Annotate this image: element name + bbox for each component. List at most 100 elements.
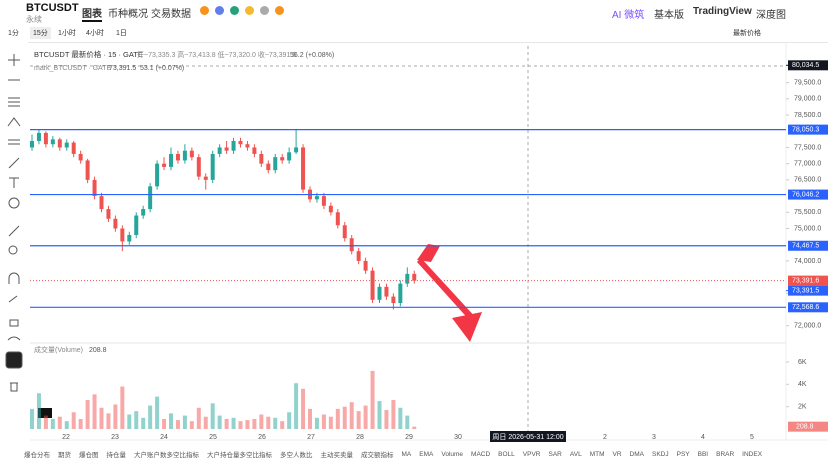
volume-bar (238, 421, 243, 429)
candle-body (342, 225, 347, 239)
tab[interactable]: 交易数据 (151, 9, 191, 20)
tab[interactable]: 币种概况 (108, 9, 148, 20)
indicator[interactable]: SAR (548, 450, 562, 458)
mode[interactable]: 基本版 (654, 10, 684, 21)
tool-icon[interactable] (9, 319, 19, 327)
candle-body (120, 228, 125, 242)
arrow (417, 244, 482, 342)
volume-bar (57, 416, 62, 429)
indicator[interactable]: EMA (419, 450, 434, 458)
candle-body (113, 218, 118, 229)
indicator[interactable]: BBI (697, 450, 709, 458)
volume-bar (280, 421, 285, 429)
indicator[interactable]: BOLL (498, 450, 515, 458)
volume-bar (169, 413, 173, 429)
indicator[interactable]: 大户账户数多空比指标 (134, 452, 199, 459)
tool-icon[interactable] (8, 197, 20, 209)
volume-bar (175, 420, 180, 429)
interval[interactable]: 15分 (30, 27, 51, 39)
tool-icon[interactable] (8, 295, 18, 303)
interval[interactable]: 1分 (8, 30, 19, 37)
h-line-label: 78,050.3 (792, 126, 819, 133)
tool-icon[interactable] (8, 225, 20, 237)
candle-body (196, 157, 201, 177)
mode[interactable]: 深度图 (756, 10, 786, 21)
tool-icon[interactable] (8, 157, 20, 169)
indicator[interactable]: 大户持仓量多空比指标 (207, 452, 272, 459)
candle-body (134, 215, 139, 235)
x-tick-label: 28 (356, 434, 364, 441)
candle-body (384, 286, 389, 297)
tool-icon[interactable] (8, 97, 20, 107)
interval[interactable]: 4小时 (86, 30, 104, 37)
indicator[interactable]: MTM (589, 450, 605, 458)
mark-symbol: mark_BTCUSDT · GATE (34, 65, 111, 72)
volume-last-label: 208.8 (796, 424, 814, 431)
candle-body (43, 132, 48, 145)
h-line-label: 76,046.2 (792, 191, 819, 198)
indicator[interactable]: PSY (676, 450, 690, 458)
tool-icon[interactable] (8, 54, 20, 66)
mark-price-label: 73,391.5 (792, 287, 819, 294)
indicator[interactable]: 持仓量 (106, 452, 127, 459)
volume-bar (391, 399, 396, 429)
h-line-label-bg (788, 302, 828, 313)
h-line-label-bg (788, 189, 828, 200)
y-tick-label: 79,500.0 (794, 79, 821, 86)
indicator[interactable]: 期货 (58, 452, 71, 459)
candle-body (391, 296, 396, 304)
tool-icon[interactable] (9, 177, 19, 188)
indicator[interactable]: Volume (441, 450, 464, 458)
indicator[interactable]: 多空人数比 (280, 452, 313, 459)
indicator[interactable]: MA (401, 450, 412, 458)
volume-bar (85, 399, 90, 429)
tab[interactable]: 图表 (82, 5, 102, 22)
y-tick-label: 77,000.0 (794, 161, 821, 168)
price-mode[interactable]: 最新价格 (733, 30, 761, 37)
candle-body (266, 163, 271, 171)
candle-body (314, 196, 319, 200)
volume-bar (217, 415, 222, 429)
indicator[interactable]: AVL (569, 450, 582, 458)
symbol[interactable]: BTCUSDT (26, 2, 79, 14)
tool-icon[interactable] (10, 382, 18, 392)
indicator[interactable]: 爆仓分布 (24, 452, 50, 459)
volume-bar (370, 370, 375, 429)
x-tick-label: 22 (62, 434, 70, 441)
indicator[interactable]: DMA (629, 450, 644, 458)
candle-body (141, 209, 146, 216)
tool-icon[interactable] (7, 117, 21, 127)
indicator[interactable]: SKDJ (651, 450, 669, 458)
h-line-label-bg (788, 124, 828, 135)
tool-icon-active[interactable] (5, 351, 23, 369)
indicator[interactable]: 主动买卖量 (320, 452, 354, 459)
y-tick-label: 77,500.0 (794, 144, 821, 151)
volume-tick-label: 4K (798, 381, 807, 388)
volume-bar (203, 416, 208, 429)
indicator[interactable]: VPVR (522, 450, 541, 458)
candle-body (335, 212, 340, 226)
candle-body (238, 140, 243, 145)
volume-last: 208.8 (89, 347, 107, 354)
candle-body (349, 238, 354, 252)
candle-body (280, 157, 285, 161)
tool-icon[interactable] (7, 336, 21, 341)
indicator[interactable]: INDEX (742, 450, 763, 458)
indicator[interactable]: BRAR (716, 450, 735, 458)
indicator[interactable]: 爆仓图 (79, 452, 99, 459)
volume-bar (162, 418, 167, 429)
mode[interactable]: TradingView (693, 6, 752, 17)
volume-title: 成交量(Volume) (34, 345, 83, 354)
tool-icon[interactable] (8, 245, 18, 255)
tool-icon[interactable] (8, 139, 20, 145)
interval[interactable]: 1小时 (58, 30, 76, 37)
tool-icon[interactable] (8, 272, 20, 284)
candle-body (301, 147, 306, 190)
ai-button[interactable]: AI 微筑 (612, 10, 645, 21)
indicator[interactable]: MACD (471, 450, 491, 458)
indicator[interactable]: 成交额指标 (361, 452, 394, 459)
volume-bar (412, 426, 417, 429)
interval[interactable]: 1日 (116, 30, 127, 37)
indicator[interactable]: VR (612, 450, 622, 458)
